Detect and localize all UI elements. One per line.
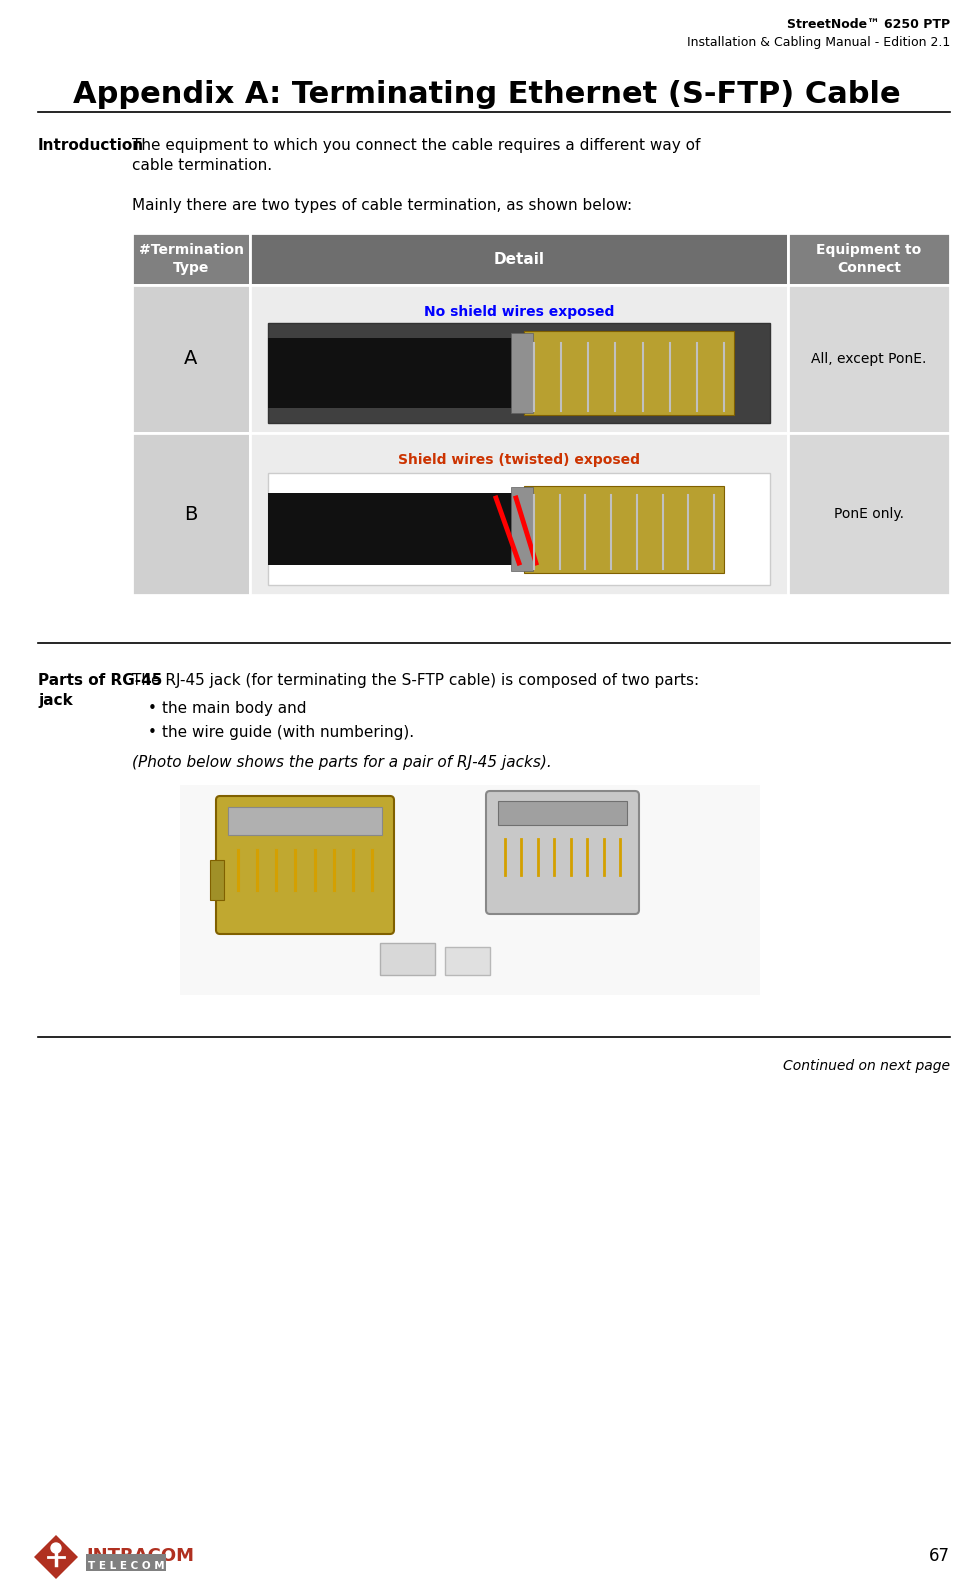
- Bar: [132, 286, 250, 433]
- Text: Parts of RG-45
jack: Parts of RG-45 jack: [38, 673, 163, 708]
- Text: B: B: [184, 505, 198, 524]
- Bar: [180, 786, 760, 995]
- Bar: [268, 324, 770, 424]
- Bar: [445, 947, 490, 974]
- Text: Mainly there are two types of cable termination, as shown below:: Mainly there are two types of cable term…: [132, 198, 632, 213]
- Bar: [524, 486, 724, 573]
- Bar: [250, 286, 788, 433]
- Bar: [268, 338, 529, 408]
- Text: Equipment to
Connect: Equipment to Connect: [816, 243, 921, 275]
- Text: T E L E C O M: T E L E C O M: [88, 1562, 165, 1571]
- Text: •: •: [148, 725, 157, 740]
- Bar: [788, 233, 950, 286]
- Bar: [380, 943, 435, 974]
- Text: Introduction: Introduction: [38, 138, 144, 152]
- Circle shape: [51, 1543, 61, 1554]
- Bar: [524, 332, 734, 414]
- Text: Shield wires (twisted) exposed: Shield wires (twisted) exposed: [398, 452, 640, 467]
- Text: No shield wires exposed: No shield wires exposed: [424, 305, 614, 319]
- Text: Appendix A: Terminating Ethernet (S-FTP) Cable: Appendix A: Terminating Ethernet (S-FTP)…: [73, 79, 901, 110]
- Bar: [132, 433, 250, 595]
- Bar: [268, 494, 529, 565]
- Text: PonE only.: PonE only.: [834, 506, 904, 521]
- Text: INTRACOM: INTRACOM: [86, 1547, 194, 1565]
- Text: •: •: [148, 701, 157, 716]
- Bar: [250, 433, 788, 595]
- Text: Continued on next page: Continued on next page: [783, 1059, 950, 1073]
- Bar: [250, 233, 788, 286]
- Text: A: A: [184, 349, 198, 368]
- Bar: [511, 487, 533, 571]
- Bar: [132, 233, 250, 286]
- Text: Installation & Cabling Manual - Edition 2.1: Installation & Cabling Manual - Edition …: [686, 37, 950, 49]
- Text: All, except PonE.: All, except PonE.: [811, 352, 926, 367]
- Text: the wire guide (with numbering).: the wire guide (with numbering).: [162, 725, 414, 740]
- Text: Detail: Detail: [493, 251, 544, 267]
- Text: The equipment to which you connect the cable requires a different way of
cable t: The equipment to which you connect the c…: [132, 138, 700, 173]
- Text: StreetNode™ 6250 PTP: StreetNode™ 6250 PTP: [787, 17, 950, 32]
- Bar: [86, 1554, 166, 1571]
- Text: 67: 67: [929, 1547, 950, 1565]
- Bar: [511, 333, 533, 413]
- Bar: [210, 860, 224, 900]
- FancyBboxPatch shape: [216, 797, 394, 935]
- Bar: [788, 286, 950, 433]
- Text: The RJ-45 jack (for terminating the S-FTP cable) is composed of two parts:: The RJ-45 jack (for terminating the S-FT…: [132, 673, 699, 689]
- Text: the main body and: the main body and: [162, 701, 306, 716]
- Text: (Photo below shows the parts for a pair of RJ-45 jacks).: (Photo below shows the parts for a pair …: [132, 755, 552, 770]
- Text: #Termination
Type: #Termination Type: [138, 243, 244, 275]
- Polygon shape: [34, 1535, 78, 1579]
- FancyBboxPatch shape: [486, 790, 639, 914]
- Bar: [498, 801, 627, 825]
- Bar: [228, 808, 382, 835]
- Bar: [788, 433, 950, 595]
- Bar: [268, 473, 770, 586]
